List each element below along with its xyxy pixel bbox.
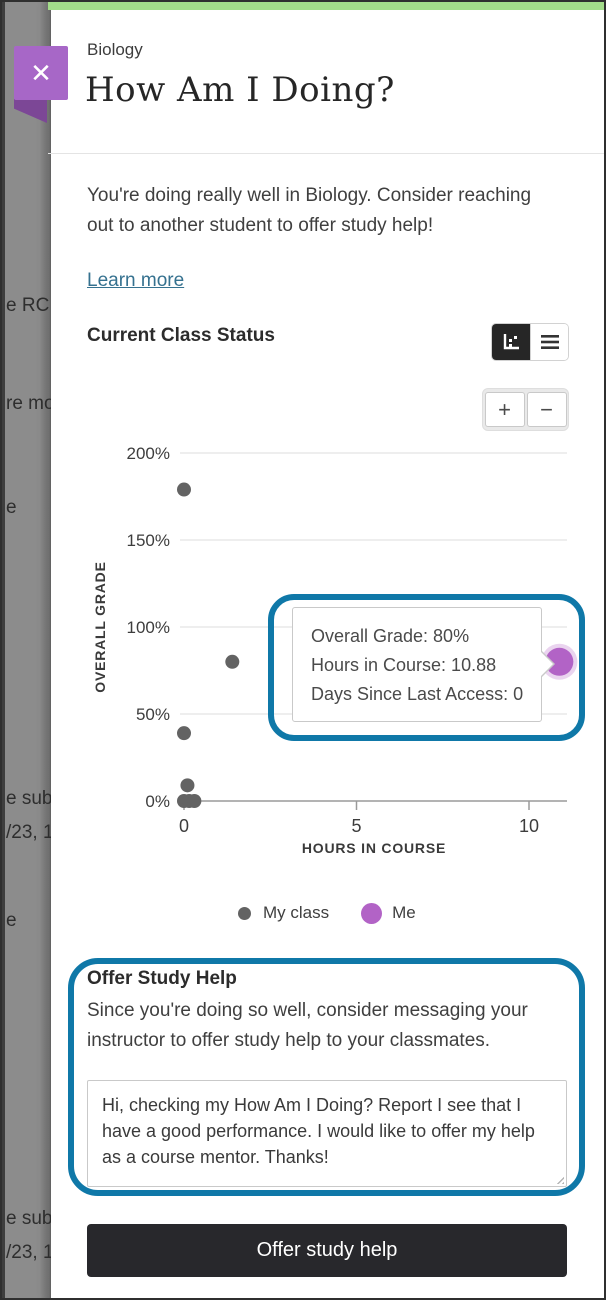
learn-more-link[interactable]: Learn more	[87, 270, 185, 291]
study-help-body: Since you're doing so well, consider mes…	[87, 1000, 528, 1051]
my-class-legend-dot	[238, 906, 251, 920]
tooltip-hours: Hours in Course: 10.88	[311, 655, 497, 675]
svg-text:5: 5	[351, 816, 361, 836]
svg-text:50%: 50%	[136, 705, 170, 724]
class-data-point[interactable]	[180, 778, 195, 793]
background-text-fragment: e	[6, 910, 17, 931]
svg-text:200%: 200%	[127, 444, 170, 463]
chart-zoom-controls: + −	[482, 388, 569, 431]
list-icon	[540, 335, 559, 349]
header-divider	[48, 153, 604, 154]
chart-view-button[interactable]	[492, 324, 530, 360]
class-data-point[interactable]	[225, 654, 240, 669]
background-text-fragment: e subr	[6, 1208, 51, 1229]
svg-text:HOURS IN COURSE: HOURS IN COURSE	[302, 840, 446, 856]
svg-text:100%: 100%	[127, 618, 170, 637]
chart-legend: My class Me	[238, 899, 416, 927]
panel-accent-bar	[48, 2, 604, 10]
dimmed-background-page: e RC a re mo e e subr /23, 1 e e subr /2…	[2, 2, 51, 1298]
zoom-out-button[interactable]: −	[526, 392, 567, 427]
offer-study-help-button[interactable]: Offer study help	[87, 1224, 567, 1277]
svg-text:10: 10	[519, 816, 539, 836]
tooltip-grade: Overall Grade: 80%	[311, 626, 470, 646]
section-title: Current Class Status	[87, 325, 275, 346]
svg-text:0%: 0%	[145, 792, 170, 811]
my-class-legend-label: My class	[263, 903, 330, 922]
data-point-tooltip: Overall Grade: 80% Hours in Course: 10.8…	[292, 607, 555, 722]
close-icon: ✕	[30, 58, 52, 88]
study-help-message-input[interactable]: Hi, checking my How Am I Doing? Report I…	[87, 1080, 567, 1187]
minus-icon: −	[540, 396, 553, 422]
background-text-fragment: e RC a	[6, 295, 51, 316]
study-help-title: Offer Study Help	[87, 968, 237, 989]
view-toggle-group	[492, 324, 568, 360]
class-data-point[interactable]	[187, 794, 202, 808]
me-legend-label: Me	[392, 903, 416, 922]
background-text-fragment: re mo	[6, 393, 51, 414]
close-button[interactable]: ✕	[14, 46, 68, 100]
background-text-fragment: /23, 1	[6, 1242, 51, 1263]
zoom-in-button[interactable]: +	[484, 392, 525, 427]
background-text-fragment: /23, 1	[6, 822, 51, 843]
intro-text: You're doing really well in Biology. Con…	[87, 185, 532, 236]
class-data-point[interactable]	[177, 726, 191, 741]
svg-text:OVERALL GRADE: OVERALL GRADE	[92, 561, 108, 693]
scatter-chart-icon	[503, 334, 519, 350]
svg-text:0: 0	[179, 816, 189, 836]
me-legend-dot	[361, 902, 383, 924]
page-title: How Am I Doing?	[85, 70, 395, 110]
class-data-point[interactable]	[177, 482, 191, 497]
plus-icon: +	[498, 396, 511, 422]
tooltip-access: Days Since Last Access: 0	[311, 684, 524, 704]
background-text-fragment: e subr	[6, 788, 51, 809]
course-label: Biology	[87, 40, 143, 59]
background-text-fragment: e	[6, 497, 17, 518]
svg-text:150%: 150%	[127, 531, 170, 550]
list-view-button[interactable]	[530, 324, 568, 360]
